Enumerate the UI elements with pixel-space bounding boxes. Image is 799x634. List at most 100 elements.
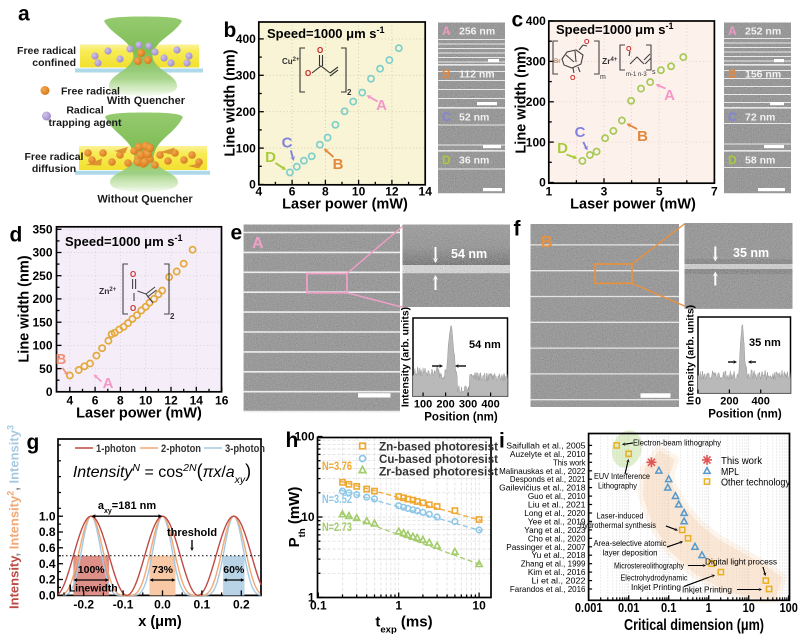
- svg-text:e: e: [231, 222, 243, 245]
- svg-text:400: 400: [236, 32, 256, 46]
- svg-text:trapping agent: trapping agent: [49, 117, 122, 129]
- svg-text:-0.1: -0.1: [113, 598, 134, 612]
- svg-text:8: 8: [322, 185, 329, 199]
- svg-text:4: 4: [255, 185, 262, 199]
- svg-text:f: f: [514, 217, 522, 240]
- svg-text:Electron-beam lithography: Electron-beam lithography: [633, 438, 722, 448]
- svg-text:Free radical: Free radical: [61, 86, 120, 98]
- svg-text:g: g: [27, 431, 40, 454]
- svg-text:10: 10: [139, 394, 153, 408]
- svg-text:252 nm: 252 nm: [745, 26, 781, 38]
- svg-text:200: 200: [720, 396, 738, 408]
- svg-text:This work: This work: [721, 456, 763, 467]
- svg-text:Zr4+: Zr4+: [602, 56, 618, 66]
- svg-text:0.0: 0.0: [39, 589, 56, 603]
- svg-text:B: B: [728, 67, 737, 81]
- svg-text:300: 300: [236, 69, 256, 83]
- svg-text:Free radical: Free radical: [25, 151, 84, 163]
- svg-text:0.1: 0.1: [194, 598, 211, 612]
- svg-text:N=2.73: N=2.73: [322, 522, 352, 534]
- svg-text:A: A: [103, 375, 114, 392]
- svg-text:A: A: [664, 87, 675, 104]
- svg-text:diffusion: diffusion: [32, 163, 76, 175]
- svg-text:58 nm: 58 nm: [745, 155, 775, 167]
- svg-text:Long et al., 2020: Long et al., 2020: [524, 508, 585, 518]
- svg-text:m-1 n-3: m-1 n-3: [626, 72, 647, 78]
- svg-text:100: 100: [32, 339, 52, 353]
- svg-text:100: 100: [526, 135, 546, 149]
- svg-text:Position (nm): Position (nm): [708, 409, 782, 421]
- svg-text:2: 2: [347, 88, 352, 97]
- svg-text:1: 1: [706, 601, 712, 615]
- svg-text:200: 200: [32, 292, 52, 306]
- svg-text:1: 1: [395, 599, 402, 613]
- svg-text:Line width (nm): Line width (nm): [223, 49, 239, 156]
- svg-text:156 nm: 156 nm: [745, 69, 781, 81]
- svg-text:10: 10: [472, 599, 486, 613]
- svg-text:Line width (nm): Line width (nm): [17, 255, 33, 362]
- svg-text:0.1: 0.1: [661, 601, 676, 615]
- svg-text:6: 6: [92, 394, 99, 408]
- svg-text:Yu et al., 2018: Yu et al., 2018: [532, 550, 586, 560]
- svg-text:Saifullah et al., 2005: Saifullah et al., 2005: [506, 440, 585, 450]
- svg-text:36 nm: 36 nm: [459, 155, 489, 167]
- svg-text:100%: 100%: [78, 564, 106, 576]
- svg-text:Passinger et al., 2007: Passinger et al., 2007: [506, 542, 585, 552]
- svg-text:1: 1: [545, 185, 552, 199]
- svg-text:0.8: 0.8: [39, 525, 56, 539]
- svg-text:Laser power (mW): Laser power (mW): [76, 406, 202, 422]
- svg-text:0: 0: [539, 176, 546, 190]
- svg-text:Laser-induced: Laser-induced: [597, 511, 644, 521]
- svg-text:Cu-based photoresist: Cu-based photoresist: [379, 452, 498, 466]
- svg-text:12: 12: [164, 394, 178, 408]
- svg-text:confined: confined: [32, 57, 76, 69]
- svg-text:Auzelyte et al., 2010: Auzelyte et al., 2010: [510, 449, 586, 459]
- svg-text:hydrothermal synthesis: hydrothermal synthesis: [580, 520, 656, 530]
- svg-text:Cho et al., 2020: Cho et al., 2020: [528, 533, 586, 543]
- svg-text:MPL: MPL: [721, 467, 739, 478]
- svg-text:250: 250: [32, 269, 52, 283]
- svg-text:c: c: [512, 9, 524, 32]
- svg-text:10: 10: [743, 601, 755, 615]
- svg-text:10: 10: [301, 510, 315, 524]
- svg-text:With Quencher: With Quencher: [107, 95, 186, 107]
- svg-text:54 nm: 54 nm: [451, 247, 487, 261]
- svg-text:B: B: [442, 67, 451, 81]
- svg-text:Zhang et al., 1999: Zhang et al., 1999: [521, 559, 586, 569]
- svg-text:B: B: [541, 234, 553, 251]
- svg-text:Zr-based photoresist: Zr-based photoresist: [379, 465, 498, 479]
- svg-text:B: B: [637, 128, 648, 145]
- svg-text:D: D: [728, 153, 737, 167]
- svg-text:0.2: 0.2: [233, 598, 250, 612]
- svg-text:0.2: 0.2: [39, 573, 56, 587]
- svg-text:layer deposition: layer deposition: [603, 548, 658, 558]
- svg-text:Zn2+: Zn2+: [99, 286, 117, 296]
- svg-text:N=3.52: N=3.52: [322, 494, 352, 506]
- svg-text:A: A: [728, 24, 737, 38]
- svg-text:Desponds et al., 2021: Desponds et al., 2021: [510, 474, 586, 484]
- svg-text:7: 7: [711, 185, 718, 199]
- svg-text:60%: 60%: [223, 564, 245, 576]
- svg-text:m: m: [600, 74, 606, 81]
- svg-text:i: i: [499, 430, 505, 453]
- svg-text:Microstereolithography: Microstereolithography: [614, 561, 685, 571]
- svg-text:Intensity (arb. units): Intensity (arb. units): [685, 305, 697, 405]
- svg-text:52 nm: 52 nm: [459, 112, 489, 124]
- svg-text:2: 2: [170, 312, 175, 321]
- svg-text:O: O: [584, 39, 590, 46]
- svg-text:-0.2: -0.2: [73, 598, 94, 612]
- svg-text:A: A: [376, 97, 387, 114]
- svg-text:400: 400: [481, 399, 499, 411]
- svg-text:Line width (nm): Line width (nm): [514, 46, 530, 153]
- svg-text:C: C: [575, 124, 586, 141]
- svg-text:Kim et al., 2016: Kim et al., 2016: [528, 567, 586, 577]
- svg-text:12: 12: [385, 185, 399, 199]
- svg-text:This work: This work: [553, 457, 586, 467]
- svg-text:IntensityN = cos2N(πx/axy): IntensityN = cos2N(πx/axy): [73, 461, 251, 486]
- svg-text:300: 300: [32, 246, 52, 260]
- svg-text:Cu2+: Cu2+: [282, 57, 300, 66]
- svg-text:100: 100: [414, 399, 432, 411]
- svg-text:100: 100: [780, 601, 798, 615]
- svg-text:Zn-based photoresist: Zn-based photoresist: [379, 440, 498, 454]
- svg-text:B: B: [56, 351, 67, 368]
